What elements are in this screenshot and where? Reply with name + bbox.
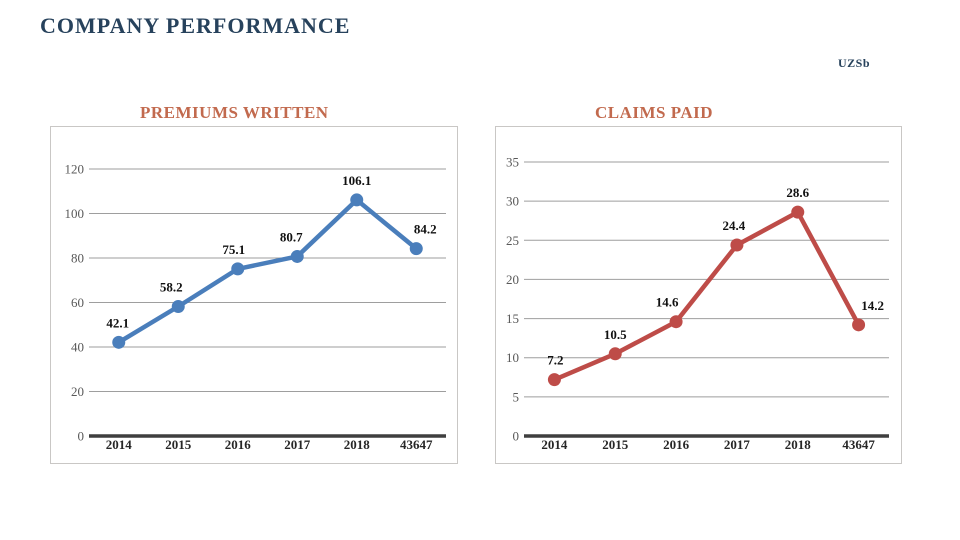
chart-title-premiums-written: PREMIUMS WRITTEN	[140, 103, 329, 122]
data-point-marker	[608, 347, 622, 361]
y-axis-tick-label: 25	[506, 233, 519, 248]
y-axis-tick-label: 0	[78, 429, 85, 444]
premiums-written-chart: 0 20 40 60 80 100 120 42.1 2014 58.2 2015 75.1 2016 8…	[50, 126, 458, 464]
data-point-marker	[669, 315, 683, 329]
y-axis-tick-label: 5	[513, 389, 520, 404]
currency-unit-label: UZSb	[838, 56, 871, 70]
y-axis-tick-label: 120	[65, 162, 85, 177]
data-point-marker	[852, 318, 866, 332]
x-axis-category-label: 2016	[663, 437, 690, 452]
data-point-marker	[350, 193, 364, 207]
claims-paid-chart: 0 5 10 15 20 25 30 35 7.2 2014 10.5 2015 14.6 2016 24.…	[495, 126, 902, 464]
y-axis-tick-label: 60	[71, 295, 84, 310]
y-axis-tick-label: 10	[506, 350, 519, 365]
x-axis-category-label: 2016	[225, 437, 252, 452]
x-axis-category-label: 43647	[842, 437, 875, 452]
data-point-marker	[547, 373, 561, 387]
x-axis-category-label: 2015	[165, 437, 192, 452]
x-axis-category-label: 2018	[785, 437, 812, 452]
y-axis-tick-label: 30	[506, 194, 519, 209]
data-point-label: 106.1	[342, 173, 371, 188]
data-series-line	[116, 197, 419, 345]
data-point-marker	[791, 205, 805, 219]
data-point-label: 80.7	[280, 229, 303, 244]
y-axis-tick-label: 80	[71, 251, 84, 266]
x-axis-category-label: 43647	[400, 437, 433, 452]
x-axis-category-label: 2014	[106, 437, 133, 452]
claims-paid-chart-svg: 0 5 10 15 20 25 30 35 7.2 2014 10.5 2015 14.6 2016 24.…	[506, 155, 889, 452]
data-point-marker	[112, 335, 126, 349]
premiums-written-chart-svg: 0 20 40 60 80 100 120 42.1 2014 58.2 2015 75.1 2016 8…	[65, 162, 446, 452]
y-axis-tick-label: 40	[71, 340, 84, 355]
data-point-marker	[171, 300, 185, 314]
x-axis-category-label: 2017	[284, 437, 311, 452]
data-point-label: 7.2	[547, 353, 563, 368]
chart-title-claims-paid: CLAIMS PAID	[595, 103, 714, 122]
data-point-marker	[409, 242, 423, 256]
data-point-label: 28.6	[786, 185, 809, 200]
y-axis-tick-label: 35	[506, 155, 519, 170]
data-point-label: 24.4	[723, 218, 746, 233]
x-axis-category-label: 2018	[344, 437, 371, 452]
data-point-label: 84.2	[414, 222, 437, 237]
data-point-label: 10.5	[604, 327, 627, 342]
data-point-marker	[730, 238, 744, 252]
y-axis-tick-label: 20	[506, 272, 519, 287]
data-series-line	[552, 209, 861, 382]
data-point-marker	[231, 262, 245, 276]
x-axis-category-label: 2017	[724, 437, 751, 452]
data-point-label: 75.1	[222, 242, 245, 257]
data-point-marker	[290, 249, 304, 263]
data-point-label: 14.6	[656, 295, 679, 310]
y-axis-tick-label: 100	[65, 206, 85, 221]
y-axis-tick-label: 20	[71, 384, 84, 399]
y-axis-tick-label: 0	[513, 429, 520, 444]
x-axis-category-label: 2014	[541, 437, 568, 452]
data-point-label: 58.2	[160, 280, 183, 295]
x-axis-category-label: 2015	[602, 437, 629, 452]
y-axis-tick-label: 15	[506, 311, 519, 326]
data-point-label: 42.1	[106, 315, 129, 330]
data-point-label: 14.2	[861, 298, 884, 313]
page-title: COMPANY PERFORMANCE	[40, 13, 351, 38]
